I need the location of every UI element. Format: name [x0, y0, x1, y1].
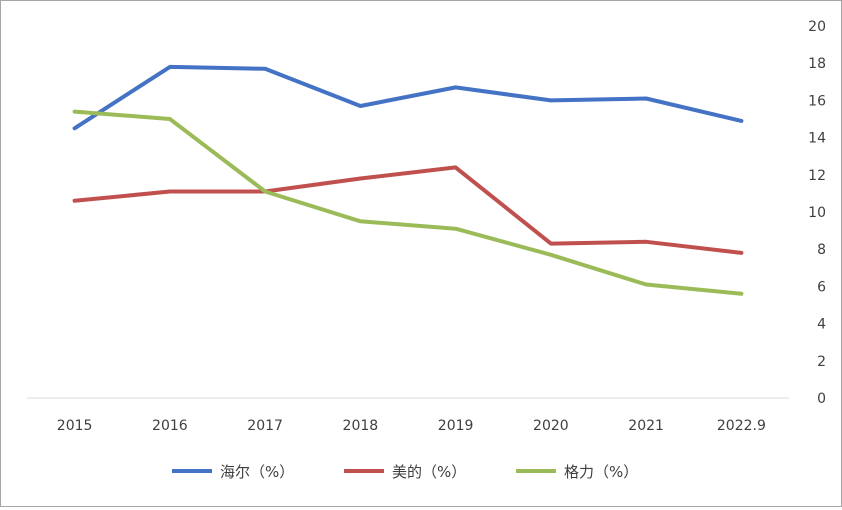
- x-tick-label: 2017: [247, 418, 283, 434]
- legend-swatch: [516, 469, 556, 473]
- y-axis-tick-labels: 0 2 4 6 8 10 12 14 16 18 20: [808, 19, 826, 407]
- y-tick-label: 20: [808, 19, 826, 35]
- x-tick-label: 2021: [628, 418, 664, 434]
- x-tick-label: 2016: [152, 418, 188, 434]
- y-tick-label: 10: [808, 205, 826, 221]
- y-tick-label: 4: [817, 317, 826, 333]
- legend-item-haier: 海尔（%）: [172, 456, 294, 486]
- legend-label: 海尔（%）: [220, 462, 295, 481]
- legend-item-midea: 美的（%）: [344, 456, 466, 486]
- series-line-0: [72, 64, 744, 131]
- legend-label: 格力（%）: [564, 462, 639, 481]
- x-tick-label: 2019: [438, 418, 474, 434]
- x-axis-tick-labels: 2015 2016 2017 2018 2019 2020 2021 2022.9: [57, 418, 766, 434]
- x-tick-label: 2022.9: [717, 418, 766, 434]
- legend-item-gree: 格力（%）: [516, 456, 638, 486]
- legend-swatch: [172, 469, 212, 473]
- y-tick-label: 14: [808, 131, 826, 147]
- x-tick-label: 2020: [533, 418, 569, 434]
- x-tick-label: 2018: [343, 418, 379, 434]
- legend-swatch: [344, 469, 384, 473]
- series-line-1: [72, 165, 744, 255]
- y-tick-label: 0: [817, 391, 826, 407]
- y-tick-label: 12: [808, 168, 826, 184]
- y-tick-label: 6: [817, 279, 826, 295]
- series-lines: [72, 64, 744, 296]
- chart-legend: 海尔（%） 美的（%） 格力（%）: [0, 456, 842, 486]
- series-line-2: [72, 109, 744, 296]
- y-tick-label: 2: [817, 354, 826, 370]
- x-tick-label: 2015: [57, 418, 93, 434]
- y-tick-label: 8: [817, 242, 826, 258]
- y-tick-label: 16: [808, 93, 826, 109]
- legend-label: 美的（%）: [392, 462, 467, 481]
- y-tick-label: 18: [808, 56, 826, 72]
